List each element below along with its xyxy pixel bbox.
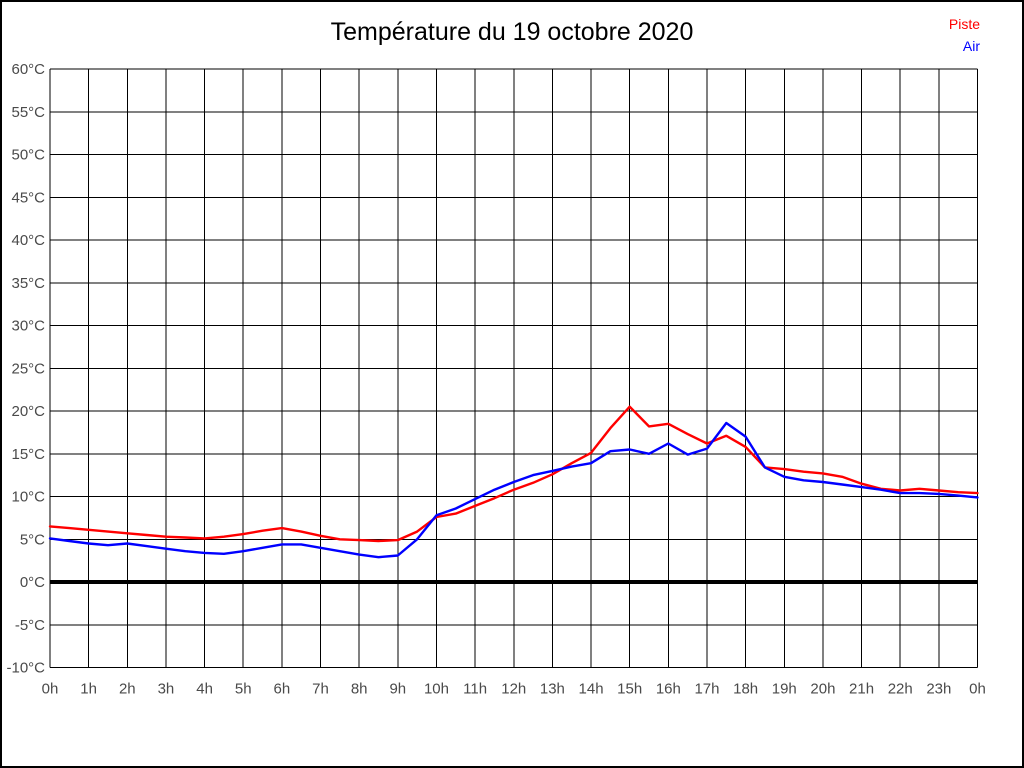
x-tick-labels: 0h 1h 2h 3h 4h 5h 6h 7h 8h 9h 10h 11h 12h 13h 14h 15h 16… — [42, 681, 986, 698]
grid-lines — [49, 68, 978, 668]
legend-item-air: Air — [962, 38, 980, 54]
x-tick-label: 0h — [969, 681, 986, 698]
x-tick-label: 9h — [389, 681, 406, 698]
x-tick-label: 6h — [274, 681, 291, 698]
y-tick-label: 25°C — [11, 360, 45, 377]
x-tick-label: 23h — [926, 681, 951, 698]
x-tick-label: 20h — [810, 681, 835, 698]
x-tick-label: 22h — [888, 681, 913, 698]
x-tick-label: 11h — [463, 681, 487, 698]
x-tick-label: 18h — [733, 681, 758, 698]
y-tick-label: 55°C — [11, 104, 45, 121]
y-tick-label: 5°C — [20, 531, 45, 548]
x-tick-label: 16h — [656, 681, 681, 698]
x-tick-label: 21h — [849, 681, 874, 698]
x-tick-label: 3h — [158, 681, 175, 698]
x-tick-label: 14h — [579, 681, 604, 698]
chart-title: Température du 19 octobre 2020 — [330, 18, 694, 46]
y-tick-label: 30°C — [11, 318, 45, 335]
x-tick-label: 2h — [119, 681, 136, 698]
piste-line — [48, 405, 979, 543]
y-tick-labels: 60°C 55°C 50°C 45°C 40°C 35°C 30°C 25°C 20°C 15°C… — [6, 61, 45, 677]
x-tick-label: 0h — [42, 681, 59, 698]
x-tick-label: 10h — [424, 681, 449, 698]
x-tick-label: 13h — [540, 681, 565, 698]
air-line — [48, 421, 979, 559]
y-tick-label: 15°C — [11, 446, 45, 463]
y-tick-label: 45°C — [11, 189, 45, 206]
x-tick-label: 17h — [694, 681, 719, 698]
x-tick-label: 7h — [312, 681, 329, 698]
x-tick-label: 1h — [80, 681, 97, 698]
x-tick-label: 12h — [501, 681, 526, 698]
x-tick-label: 15h — [617, 681, 642, 698]
y-tick-label: 10°C — [11, 489, 45, 506]
y-tick-label: -5°C — [15, 617, 45, 634]
legend-item-piste: Piste — [948, 16, 980, 32]
y-tick-label: 0°C — [20, 574, 45, 591]
legend: Piste Air — [949, 13, 980, 57]
x-tick-label: 19h — [772, 681, 797, 698]
x-tick-label: 4h — [196, 681, 213, 698]
x-tick-label: 5h — [235, 681, 252, 698]
x-tick-label: 8h — [351, 681, 368, 698]
y-tick-label: 50°C — [11, 147, 45, 164]
y-tick-label: 40°C — [11, 232, 45, 249]
y-tick-label: 60°C — [11, 61, 45, 78]
y-tick-label: 35°C — [11, 275, 45, 292]
y-tick-label: 20°C — [11, 403, 45, 420]
y-tick-label: -10°C — [6, 660, 45, 677]
